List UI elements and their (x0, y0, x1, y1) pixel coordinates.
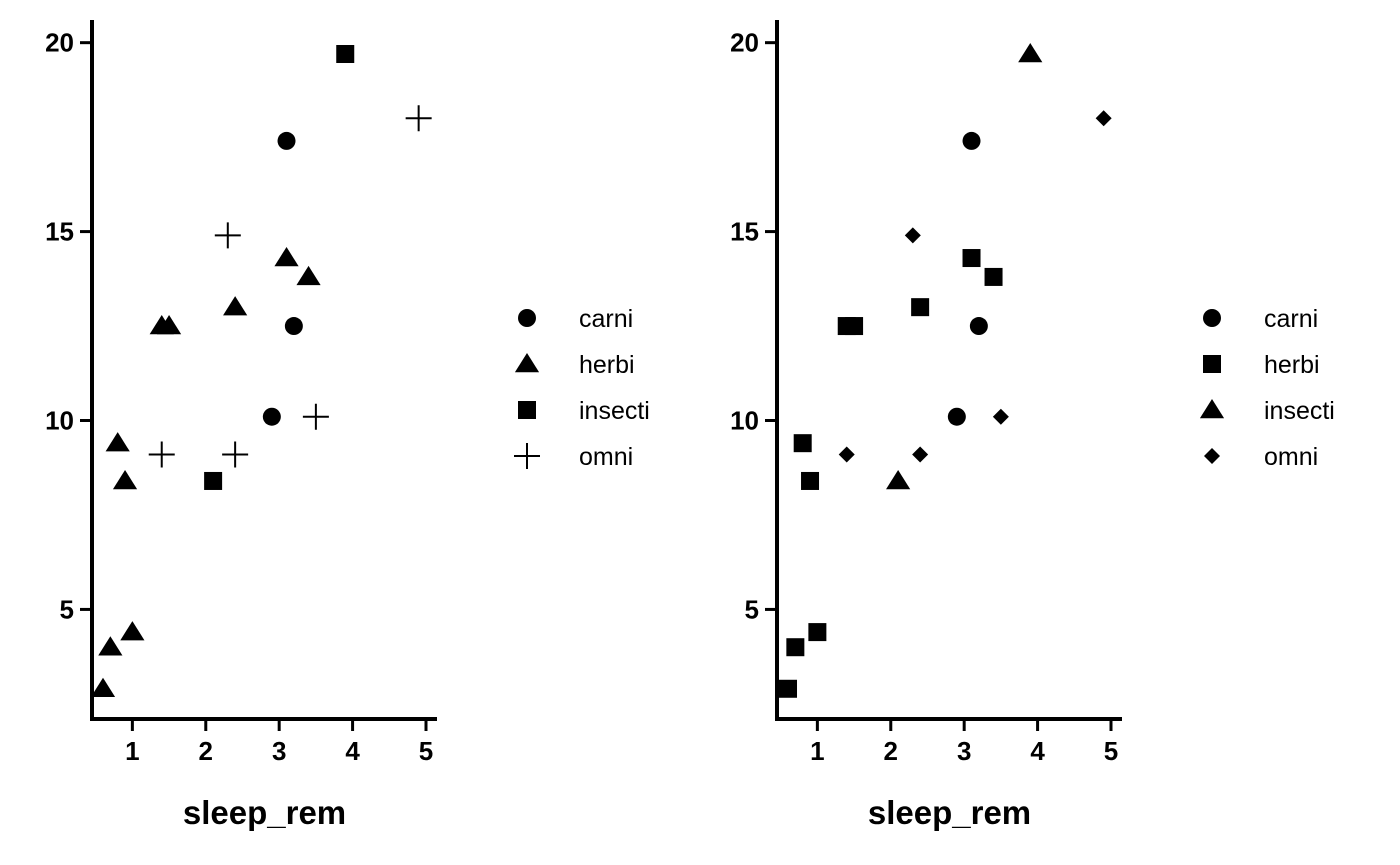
point-herbi (296, 265, 321, 286)
point-herbi (105, 432, 130, 452)
legend-key-carni (1203, 309, 1221, 327)
point-herbi (793, 434, 812, 453)
legend-key-insecti (518, 401, 536, 419)
point-herbi (112, 469, 138, 490)
point-herbi (808, 623, 827, 642)
left-scatter-panel: 5 10 15 20 1 2 3 4 5 sleep_rem carni herbi insecti om… (45, 20, 650, 831)
legend-key-insecti (1199, 399, 1225, 419)
legend: carni herbi insecti omni (1199, 305, 1335, 471)
y-tick-label: 20 (45, 28, 74, 58)
legend-label-insecti: insecti (579, 397, 650, 425)
point-herbi (274, 247, 299, 267)
y-tick-label: 15 (45, 217, 74, 247)
point-omni (214, 222, 241, 249)
x-axis-title: sleep_rem (183, 794, 346, 831)
point-herbi (156, 315, 182, 335)
point-omni (912, 446, 929, 463)
point-omni (148, 441, 175, 468)
legend-key-carni (518, 309, 536, 327)
point-omni (302, 403, 329, 430)
point-herbi (984, 267, 1003, 286)
point-carni (277, 131, 296, 150)
point-herbi (223, 296, 248, 316)
x-tick-label: 2 (884, 736, 898, 766)
point-carni (947, 407, 966, 426)
point-insecti (886, 469, 911, 490)
point-herbi (962, 249, 981, 268)
y-tick-label: 15 (730, 217, 759, 247)
point-carni (962, 131, 981, 150)
legend-key-omni (514, 443, 540, 469)
point-insecti (1018, 43, 1043, 63)
legend-key-omni (1204, 448, 1220, 464)
legend-key-herbi (1203, 355, 1221, 373)
point-carni (969, 317, 988, 336)
y-tick-label: 10 (45, 406, 74, 436)
x-tick-label: 1 (125, 736, 139, 766)
legend-label-insecti: insecti (1264, 397, 1335, 425)
legend-label-herbi: herbi (1264, 351, 1320, 379)
right-scatter-panel: 5 10 15 20 1 2 3 4 5 sleep_rem carni herbi insecti om… (730, 20, 1335, 831)
legend-label-carni: carni (579, 305, 633, 333)
point-carni (284, 317, 303, 336)
point-omni (1095, 110, 1112, 127)
legend-key-herbi (514, 353, 540, 373)
legend: carni herbi insecti omni (514, 305, 650, 471)
point-herbi (90, 677, 116, 698)
point-herbi (801, 471, 820, 490)
point-omni (222, 441, 249, 468)
x-tick-label: 3 (272, 736, 286, 766)
point-herbi (911, 298, 930, 317)
legend-label-herbi: herbi (579, 351, 635, 379)
point-omni (838, 446, 855, 463)
y-tick-label: 5 (745, 594, 759, 624)
point-carni (262, 407, 281, 426)
point-herbi (98, 636, 123, 656)
legend-label-omni: omni (579, 443, 633, 471)
y-tick-label: 20 (730, 28, 759, 58)
point-omni (904, 227, 921, 244)
x-tick-label: 3 (957, 736, 971, 766)
x-axis-title: sleep_rem (868, 794, 1031, 831)
x-tick-label: 4 (1030, 736, 1045, 766)
x-tick-label: 4 (345, 736, 360, 766)
point-herbi (845, 317, 864, 336)
y-tick-label: 10 (730, 406, 759, 436)
point-herbi (786, 638, 805, 657)
x-tick-label: 1 (810, 736, 824, 766)
legend-label-carni: carni (1264, 305, 1318, 333)
point-insecti (204, 471, 223, 490)
x-tick-label: 5 (1104, 736, 1118, 766)
point-omni (405, 105, 432, 132)
x-tick-label: 5 (419, 736, 433, 766)
point-insecti (336, 45, 355, 64)
y-tick-label: 5 (60, 594, 74, 624)
legend-label-omni: omni (1264, 443, 1318, 471)
point-omni (992, 408, 1009, 425)
point-herbi (779, 679, 798, 698)
point-herbi (120, 621, 145, 641)
x-tick-label: 2 (199, 736, 213, 766)
